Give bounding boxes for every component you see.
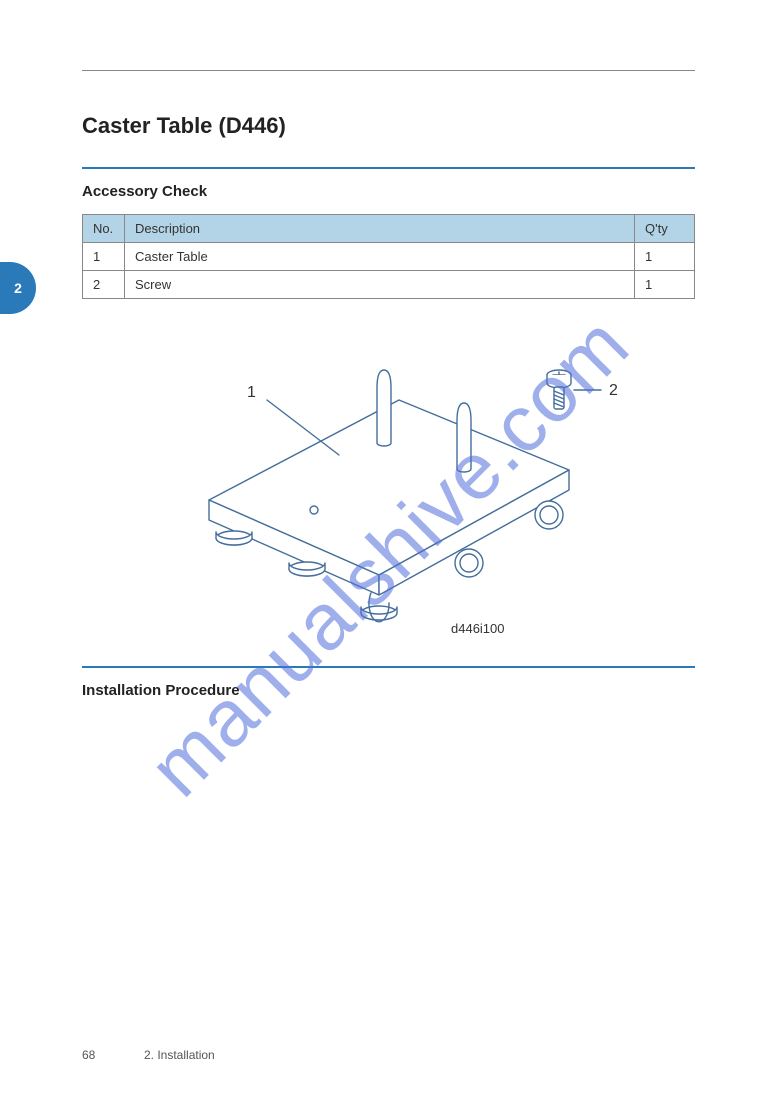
col-no: No.: [83, 215, 125, 243]
accessory-table: No. Description Q'ty 1 Caster Table 1 2 …: [82, 214, 695, 299]
diagram-label-2: 2: [609, 382, 618, 399]
page-footer: 68 2. Installation: [82, 1048, 695, 1062]
cell-no: 2: [83, 271, 125, 299]
page-content: Caster Table (D446) Accessory Check No. …: [0, 0, 777, 753]
chapter-title: 2. Installation: [144, 1048, 215, 1062]
col-description: Description: [125, 215, 635, 243]
cell-qty: 1: [635, 243, 695, 271]
cell-no: 1: [83, 243, 125, 271]
caster-table-diagram: 1 2 d446i100: [139, 315, 639, 645]
chapter-tab-number: 2: [14, 280, 22, 296]
header-rule: [82, 70, 695, 71]
cell-desc: Screw: [125, 271, 635, 299]
diagram-label-1: 1: [247, 384, 256, 401]
col-qty: Q'ty: [635, 215, 695, 243]
table-row: 2 Screw 1: [83, 271, 695, 299]
table-header-row: No. Description Q'ty: [83, 215, 695, 243]
accessory-rule: [82, 167, 695, 169]
section-title: Caster Table (D446): [82, 113, 695, 139]
diagram: 1 2 d446i100: [82, 315, 695, 648]
page-number: 68: [82, 1048, 122, 1062]
diagram-ref: d446i100: [451, 621, 505, 636]
cell-qty: 1: [635, 271, 695, 299]
install-heading: Installation Procedure: [82, 682, 695, 699]
install-rule: [82, 666, 695, 668]
cell-desc: Caster Table: [125, 243, 635, 271]
accessory-heading: Accessory Check: [82, 183, 695, 200]
table-row: 1 Caster Table 1: [83, 243, 695, 271]
